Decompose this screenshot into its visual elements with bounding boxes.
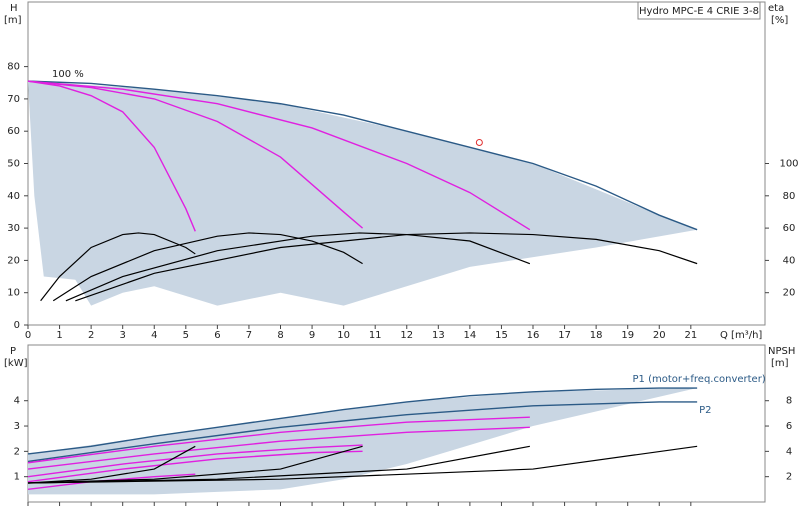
y2-tick-label: 100: [779, 159, 798, 170]
x-tick-label: 11: [369, 330, 382, 341]
y2-tick-label: 6: [786, 421, 792, 432]
curve: [27, 80, 196, 232]
curve: [27, 445, 196, 484]
x-tick-label: 6: [214, 330, 220, 341]
x-tick-label: 20: [653, 330, 666, 341]
x-tick-label: 9: [309, 330, 315, 341]
x-tick-label: 10: [337, 330, 350, 341]
curve: [27, 80, 364, 229]
y2-tick-label: 60: [783, 223, 796, 234]
y-unit: [m]: [4, 15, 22, 26]
x-tick-label: 12: [400, 330, 413, 341]
curve: [27, 444, 363, 478]
y-tick-label: 70: [7, 94, 20, 105]
y-unit: [kW]: [4, 358, 28, 369]
y-tick-label: 2: [14, 446, 20, 457]
operating-area: [28, 81, 698, 306]
x-tick-label: 8: [277, 330, 283, 341]
y-label: H: [10, 3, 18, 14]
y2-tick-label: 2: [786, 472, 792, 483]
y2-unit: [m]: [771, 358, 789, 369]
x-tick-label: 3: [120, 330, 126, 341]
curve: [27, 445, 698, 484]
x-tick-label: 21: [684, 330, 697, 341]
y-tick-label: 40: [7, 191, 20, 202]
y-tick-label: 10: [7, 288, 20, 299]
x-tick-label: 7: [246, 330, 252, 341]
x-tick-label: 2: [88, 330, 94, 341]
y2-tick-label: 80: [783, 191, 796, 202]
x-tick-label: 0: [25, 330, 31, 341]
curve: [27, 80, 531, 231]
curve: [27, 416, 530, 464]
curve: [27, 80, 698, 231]
curve: [65, 232, 531, 302]
operating-area: [28, 388, 698, 495]
y-tick-label: 60: [7, 126, 20, 137]
x-tick-label: 5: [183, 330, 189, 341]
chart-title: Hydro MPC-E 4 CRIE 3-8: [639, 6, 759, 17]
x-tick-label: 4: [151, 330, 157, 341]
curve: [27, 450, 363, 483]
curve: [52, 232, 363, 302]
operating-point: [475, 139, 483, 147]
curve: [27, 426, 530, 470]
curve: [27, 473, 196, 491]
curve: [27, 387, 698, 455]
y2-tick-label: 4: [786, 446, 792, 457]
y2-tick-label: 20: [783, 288, 796, 299]
y2-unit: [%]: [771, 15, 788, 26]
y-tick-label: 80: [7, 62, 20, 73]
curve-label: P1 (motor+freq.converter): [633, 374, 766, 385]
y-tick-label: 50: [7, 159, 20, 170]
curve: [40, 232, 196, 302]
curve: [75, 232, 698, 302]
title-box: [637, 1, 761, 20]
x-tick-label: 16: [527, 330, 540, 341]
y2-tick-label: 40: [783, 255, 796, 266]
curve-label: P2: [699, 405, 711, 416]
x-tick-label: 18: [590, 330, 603, 341]
y-label: P: [10, 346, 16, 357]
x-tick-label: 19: [621, 330, 634, 341]
y-tick-label: 1: [14, 472, 20, 483]
curve: [27, 445, 363, 484]
x-tick-label: 1: [56, 330, 62, 341]
y-tick-label: 0: [14, 320, 20, 331]
x-label: Q [m³/h]: [720, 330, 762, 341]
y-tick-label: 3: [14, 421, 20, 432]
y-tick-label: 30: [7, 223, 20, 234]
y2-label: NPSH: [768, 346, 795, 357]
x-tick-label: 13: [432, 330, 445, 341]
x-tick-label: 15: [495, 330, 508, 341]
curve: [27, 401, 698, 463]
x-tick-label: 14: [464, 330, 477, 341]
y2-tick-label: 8: [786, 396, 792, 407]
annotation: 100 %: [52, 69, 84, 80]
y-tick-label: 4: [14, 396, 20, 407]
y2-label: eta: [768, 3, 784, 14]
y-tick-label: 20: [7, 255, 20, 266]
x-tick-label: 17: [558, 330, 571, 341]
